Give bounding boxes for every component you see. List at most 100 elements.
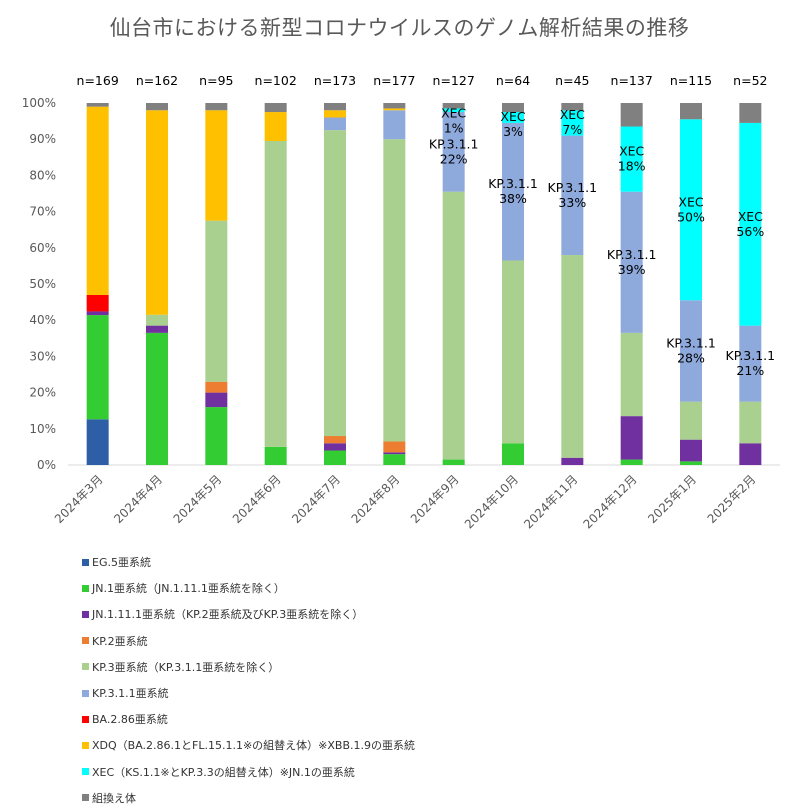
legend-label: JN.1.11.1亜系統（KP.2亜系統及びKP.3亜系統を除く） [92,608,364,622]
bar-segment-kp-3-kp-3-1-1-9 [561,255,584,458]
bar-segment-jn-1-11-1-kp-2-kp-3-5 [324,443,346,451]
bar-segment--11 [680,103,702,120]
bar-segment-kp-3-kp-3-1-1-2 [146,314,168,326]
bar-segment-kp-3-kp-3-1-1-8 [502,260,524,444]
legend-label: KP.3亜系統（KP.3.1.1亜系統を除く） [92,660,280,674]
bar-segment--4 [264,103,287,113]
legend-label: 組換え体 [92,791,136,805]
sample-size-label: n=52 [733,73,767,88]
data-label: XEC 1% [441,105,466,135]
legend-swatch [82,715,89,723]
bar-segment-kp-3-kp-3-1-1-10 [620,332,643,417]
bar-segment-kp-3-1-1-9 [561,135,584,256]
bar-segment-kp-3-kp-3-1-1-6 [383,139,406,442]
x-tick-label: 2025年1月 [645,472,699,526]
bar-segment-xec-ks-1-1-kp-3-3-jn-1-8 [502,112,524,123]
x-tick-label: 2024年11月 [521,472,580,531]
legend-item: 組換え体 [82,785,415,811]
bar-segment-kp-3-kp-3-1-1-11 [680,401,702,440]
y-tick-label: 10% [29,422,56,436]
bar-segment-xdq-ba-2-86-1-fl-15-1-1-xbb-1-9-1 [86,106,109,295]
legend-swatch [82,663,89,671]
bar-segment-jn-1-jn-1-11-1-7 [442,459,465,465]
bar-segment--12 [739,103,762,123]
bar-segment-jn-1-jn-1-11-1-11 [680,461,702,465]
data-label: KP.3.1.1 21% [726,348,776,378]
sample-size-label: n=137 [611,73,653,88]
legend-item: XEC（KS.1.1※とKP.3.3の組替え体）※JN.1の亜系統 [82,759,415,785]
legend-label: XDQ（BA.2.86.1とFL.15.1.1※の組替え体）※XBB.1.9の亜… [92,739,416,753]
x-axis: 2024年3月 2024年4月 2024年5月 2024年6月 2024年7月 2024年… [52,472,759,531]
legend-label: XEC（KS.1.1※とKP.3.3の組替え体）※JN.1の亜系統 [92,765,355,779]
data-label: XEC 7% [560,107,585,137]
bar-segment-kp-2-3 [205,381,228,393]
bar-segment-kp-2-6 [383,441,406,453]
bar-segment-kp-2-5 [324,436,346,444]
x-tick-label: 2024年3月 [52,472,106,526]
bar-segment-xdq-ba-2-86-1-fl-15-1-1-xbb-1-9-5 [324,110,346,118]
legend-swatch [82,584,89,592]
legend-item: BA.2.86亜系統 [82,706,415,732]
bar-segment--9 [561,103,584,111]
bar-segment--10 [620,103,643,127]
sample-size-label: n=173 [314,73,356,88]
bar-segment-xec-ks-1-1-kp-3-3-jn-1-12 [739,122,762,326]
sample-size-label: n=162 [136,73,178,88]
y-tick-label: 0% [37,458,56,472]
bar-segment-jn-1-jn-1-11-1-1 [86,315,109,420]
bar-segment--6 [383,103,406,109]
data-label: KP.3.1.1 28% [666,335,716,365]
bar-segment-kp-3-1-1-12 [739,325,762,402]
y-tick-label: 30% [29,349,56,363]
legend-label: BA.2.86亜系統 [92,713,168,727]
bar-segment-ba-2-86-1 [86,294,109,312]
y-tick-label: 100% [22,96,56,110]
bar-segment--3 [205,103,228,111]
bar-segment-jn-1-jn-1-11-1-2 [146,332,168,465]
legend-label: EG.5亜系統 [92,556,151,570]
bar-segment-xdq-ba-2-86-1-fl-15-1-1-xbb-1-9-2 [146,110,168,315]
bar-segment-kp-3-kp-3-1-1-4 [264,141,287,447]
bar-segment-kp-3-1-1-11 [680,300,702,402]
legend-swatch [82,637,89,645]
bar-segment-jn-1-jn-1-11-1-6 [383,454,406,465]
legend-swatch [82,741,89,749]
bar-segment-jn-1-11-1-kp-2-kp-3-6 [383,452,406,455]
bar-segment--5 [324,103,346,111]
bar-segment-jn-1-jn-1-11-1-3 [205,407,228,465]
legend-swatch [82,558,89,566]
bar-segment-kp-3-kp-3-1-1-5 [324,130,346,437]
data-label: KP.3.1.1 22% [429,136,479,166]
bar-segment-kp-3-kp-3-1-1-7 [442,191,465,460]
legend-item: EG.5亜系統 [82,549,415,575]
legend-label: JN.1亜系統（JN.1.11.1亜系統を除く） [92,582,285,596]
sample-size-label: n=102 [255,73,297,88]
legend-label: KP.2亜系統 [92,634,148,648]
bar-segment-jn-1-11-1-kp-2-kp-3-12 [739,443,762,465]
bar-segment-jn-1-11-1-kp-2-kp-3-11 [680,439,702,462]
bar-segment-xdq-ba-2-86-1-fl-15-1-1-xbb-1-9-3 [205,110,228,221]
bar-segment--1 [86,103,109,107]
bar-segment-xec-ks-1-1-kp-3-3-jn-1-7 [442,108,465,113]
bar-segment-jn-1-jn-1-11-1-8 [502,443,524,465]
bar-segment-xec-ks-1-1-kp-3-3-jn-1-11 [680,119,702,301]
x-tick-label: 2024年12月 [581,472,640,531]
legend-item: XDQ（BA.2.86.1とFL.15.1.1※の組替え体）※XBB.1.9の亜… [82,732,415,758]
legend-item: KP.3亜系統（KP.3.1.1亜系統を除く） [82,654,415,680]
bar-segment-jn-1-11-1-kp-2-kp-3-2 [146,325,168,333]
sample-size-label: n=127 [433,73,475,88]
y-tick-label: 40% [29,313,56,327]
bar-segment-xdq-ba-2-86-1-fl-15-1-1-xbb-1-9-6 [383,108,406,111]
bar-segment--7 [442,103,465,109]
bar-segment-kp-3-1-1-8 [502,122,524,261]
bar-segment-jn-1-11-1-kp-2-kp-3-9 [561,457,584,465]
bar-segment-kp-3-kp-3-1-1-3 [205,220,228,382]
y-tick-label: 90% [29,132,56,146]
legend-swatch [82,768,89,776]
legend: EG.5亜系統 JN.1亜系統（JN.1.11.1亜系統を除く） JN.1.11.1… [82,549,415,811]
sample-size-labels: n=169 n=162 n=95 n=102 n=173 n=177 n=127 n=64 n=… [77,73,768,88]
bar-segment-xec-ks-1-1-kp-3-3-jn-1-10 [620,126,643,192]
legend-item: KP.3.1.1亜系統 [82,680,415,706]
bar-segment-kp-3-1-1-6 [383,110,406,140]
